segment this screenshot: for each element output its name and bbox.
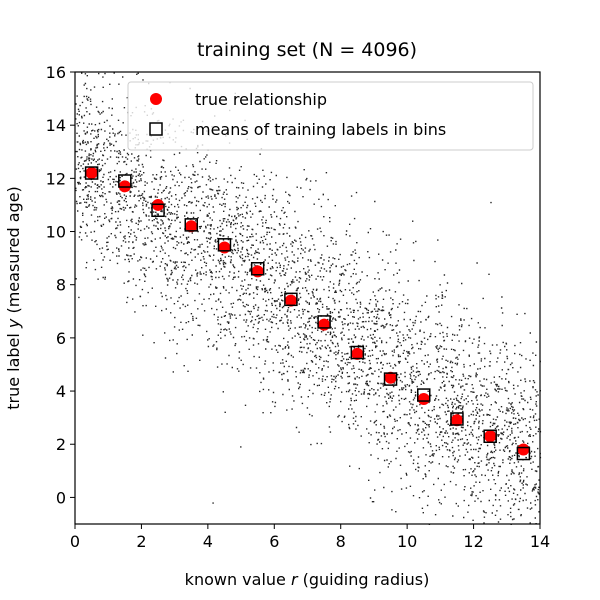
true-relationship-point <box>218 241 231 254</box>
legend-label-bin-means: means of training labels in bins <box>195 120 446 139</box>
true-relationship-point <box>351 347 364 360</box>
y-tick-label: 6 <box>56 329 66 348</box>
bin-mean-point <box>284 292 298 307</box>
y-tick-label: 0 <box>56 488 66 507</box>
y-tick-label: 16 <box>46 63 66 82</box>
true-relationship-point <box>284 294 297 307</box>
legend-box <box>127 81 534 151</box>
true-relationship-point <box>417 393 430 406</box>
true-relationship-point <box>517 443 530 456</box>
bin-mean-point <box>417 388 431 402</box>
x-tick-label: 2 <box>136 532 146 551</box>
x-tick-label: 8 <box>336 532 346 551</box>
bin-mean-point <box>383 372 398 386</box>
true-relationship-point <box>484 430 497 443</box>
y-axis: 0 2 4 6 8 10 12 14 16 <box>46 63 75 507</box>
x-axis-label: known value r (guiding radius) <box>185 570 430 589</box>
bin-mean-point <box>84 166 99 180</box>
legend: true relationship means of training labe… <box>127 81 534 151</box>
y-tick-label: 12 <box>46 169 66 188</box>
true-relationship-point <box>251 265 264 278</box>
bin-mean-point <box>184 218 198 232</box>
scatter-points <box>75 72 542 526</box>
bin-mean-point <box>483 429 497 444</box>
x-tick-label: 14 <box>530 532 550 551</box>
legend-marker-circle <box>150 93 162 105</box>
x-tick-label: 10 <box>397 532 417 551</box>
scatter-cloud <box>75 72 542 526</box>
x-tick-label: 12 <box>463 532 483 551</box>
bin-mean-point <box>118 174 132 188</box>
true-relationship-point <box>318 318 331 331</box>
x-tick-label: 6 <box>269 532 279 551</box>
true-relationship-point <box>85 167 98 180</box>
true-relationship-point <box>450 414 463 427</box>
bin-mean-point <box>516 446 531 461</box>
x-axis: 0 2 4 6 8 10 12 14 <box>70 524 550 551</box>
plot-frame <box>74 71 541 525</box>
bin-mean-point <box>217 238 232 252</box>
x-tick-label: 4 <box>203 532 213 551</box>
true-relationship-point <box>384 371 397 384</box>
true-relationship-point <box>185 220 198 233</box>
series-bin-means <box>84 166 531 461</box>
bin-mean-point <box>317 315 331 329</box>
y-tick-label: 2 <box>56 435 66 454</box>
y-tick-label: 10 <box>46 223 66 242</box>
bin-mean-point <box>350 345 365 360</box>
bin-mean-point <box>250 262 265 276</box>
chart-title: training set (N = 4096) <box>197 39 417 61</box>
y-tick-label: 8 <box>56 276 66 295</box>
y-tick-label: 14 <box>46 116 66 135</box>
bin-mean-point <box>151 203 165 218</box>
legend-label-true-relationship: true relationship <box>195 90 327 109</box>
y-axis-label: true label y (measured age) <box>4 186 23 410</box>
y-tick-label: 4 <box>56 382 66 401</box>
legend-marker-square <box>149 122 163 136</box>
x-tick-label: 0 <box>70 532 80 551</box>
bin-mean-point <box>450 412 464 426</box>
